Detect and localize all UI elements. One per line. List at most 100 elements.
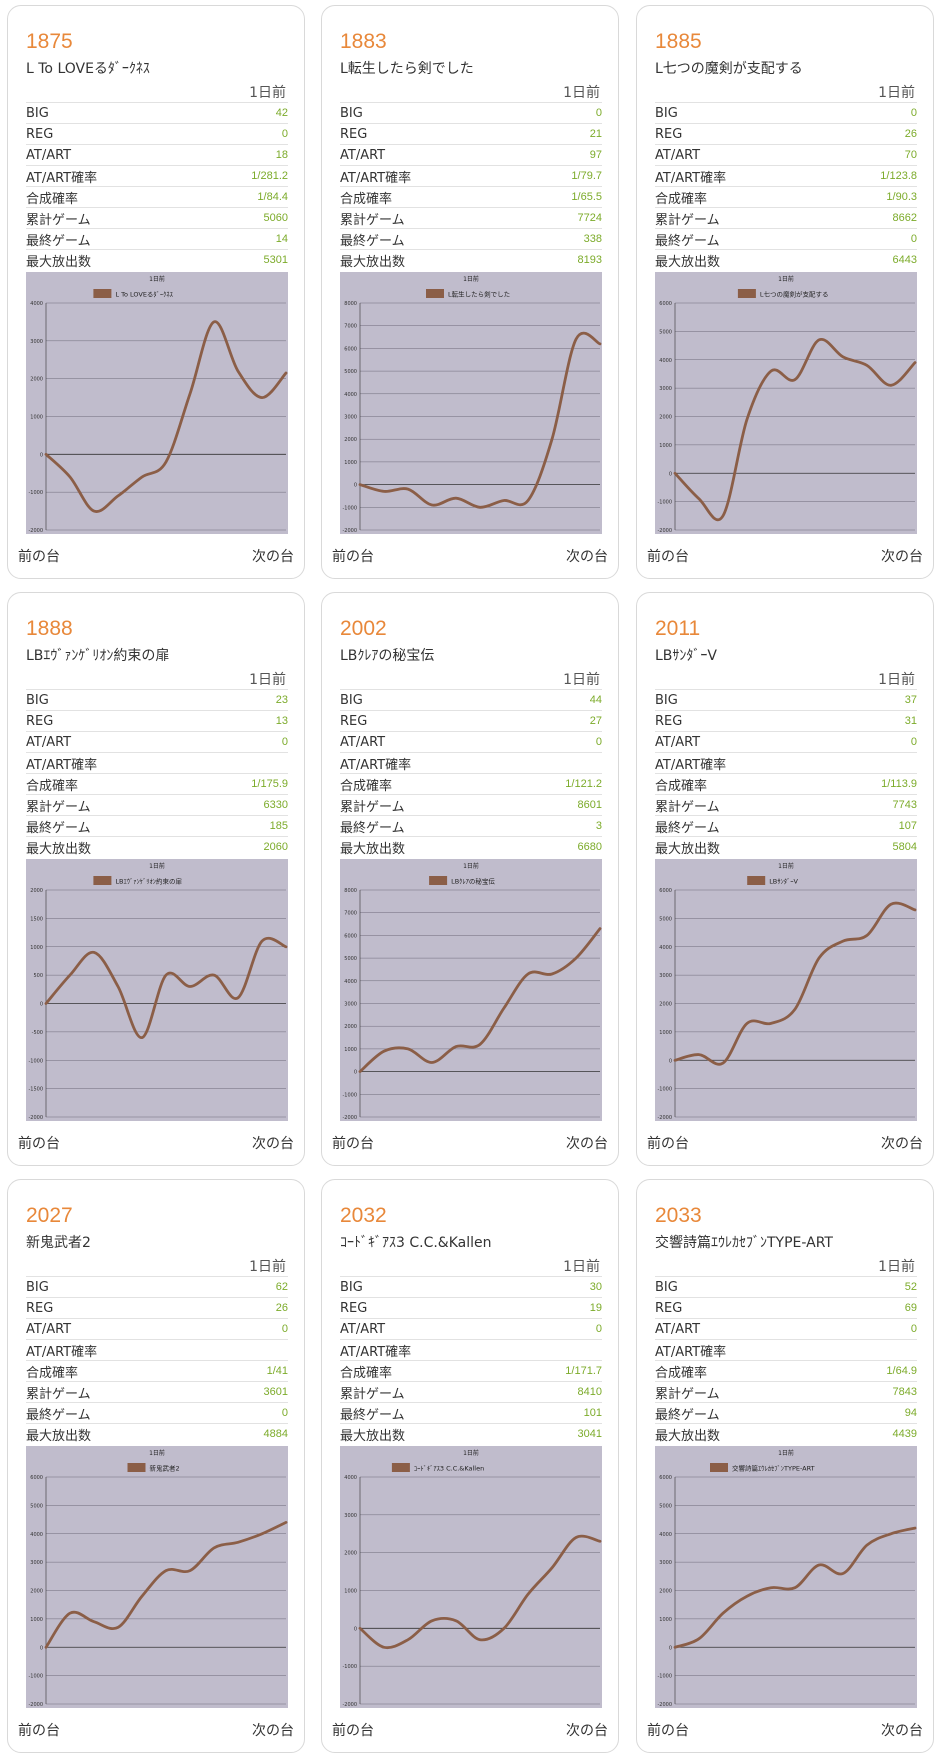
slump-chart: 1日前 新鬼武者2 -2000 -1000 0 1000 2000 3000 4000 5000 6… — [26, 1446, 288, 1708]
stat-value: 8601 — [577, 799, 602, 811]
stat-label: AT/ART — [26, 1321, 72, 1337]
machine-card[interactable]: 2002 LBｸﾚｱの秘宝伝 1日前 BIG 44 REG 27 AT/ART 0 AT/ART確… — [321, 592, 619, 1166]
day-label: 1日前 — [563, 672, 600, 688]
machine-card[interactable]: 2011 LBｻﾝﾀﾞｰV 1日前 BIG 37 REG 31 AT/ART 0 AT/ART確率… — [636, 592, 934, 1166]
next-machine-link[interactable]: 次の台 — [881, 549, 923, 565]
y-tick-label: 5000 — [344, 369, 357, 375]
plot-background — [655, 272, 917, 534]
stat-row: 最大放出数 4884 — [26, 1423, 288, 1444]
stat-label: 最終ゲーム — [26, 233, 91, 249]
machine-card[interactable]: 1883 L転生したら剣でした 1日前 BIG 0 REG 21 AT/ART 97 AT/ART… — [321, 5, 619, 579]
stat-label: 累計ゲーム — [340, 1386, 405, 1402]
machine-number[interactable]: 2027 — [26, 1204, 73, 1227]
machine-number[interactable]: 1888 — [26, 617, 73, 640]
prev-machine-link[interactable]: 前の台 — [18, 1136, 60, 1152]
y-tick-label: 500 — [33, 973, 43, 979]
stat-label: 合成確率 — [655, 191, 708, 207]
stat-row: BIG 42 — [26, 102, 288, 123]
machine-number[interactable]: 2033 — [655, 1204, 702, 1227]
series-line — [44, 320, 288, 513]
y-tick-label: 1000 — [344, 1589, 357, 1595]
machine-name: LBｻﾝﾀﾞｰV — [655, 648, 717, 664]
y-tick-label: 1000 — [30, 415, 43, 421]
y-tick-label: 4000 — [30, 301, 43, 307]
stat-row: 合成確率 1/41 — [26, 1360, 288, 1381]
legend-label: L七つの魔剣が支配する — [760, 290, 829, 299]
stat-value: 3041 — [577, 1428, 602, 1440]
machine-card[interactable]: 2032 ｺｰﾄﾞｷﾞｱｽ3 C.C.&Kallen 1日前 BIG 30 REG 19 AT… — [321, 1179, 619, 1753]
stat-row: 合成確率 1/113.9 — [655, 773, 917, 794]
next-machine-link[interactable]: 次の台 — [566, 549, 608, 565]
next-machine-link[interactable]: 次の台 — [252, 549, 294, 565]
machine-name: L転生したら剣でした — [340, 61, 474, 77]
machine-card[interactable]: 1888 LBｴｳﾞｧﾝｹﾞﾘｵﾝ約束の扉 1日前 BIG 23 REG 13 AT/ART 0… — [7, 592, 305, 1166]
next-machine-link[interactable]: 次の台 — [881, 1136, 923, 1152]
machine-number[interactable]: 2002 — [340, 617, 387, 640]
prev-machine-link[interactable]: 前の台 — [647, 1136, 689, 1152]
machine-number[interactable]: 2032 — [340, 1204, 387, 1227]
chart-title: 1日前 — [463, 1449, 479, 1457]
stat-label: AT/ART確率 — [26, 170, 98, 186]
stat-label: 最大放出数 — [655, 1428, 721, 1444]
y-tick-label: 2000 — [30, 1589, 43, 1595]
stat-row: 累計ゲーム 7724 — [340, 207, 602, 228]
stat-value: 21 — [589, 128, 602, 140]
stat-value: 26 — [904, 128, 917, 140]
stat-label: 合成確率 — [655, 778, 708, 794]
y-tick-label: 3000 — [30, 339, 43, 345]
next-machine-link[interactable]: 次の台 — [252, 1136, 294, 1152]
stat-value: 1/171.7 — [565, 1365, 602, 1377]
stat-value: 6443 — [892, 254, 917, 266]
y-tick-label: -1000 — [28, 490, 43, 496]
machine-number[interactable]: 1885 — [655, 30, 702, 53]
stat-label: AT/ART確率 — [26, 757, 98, 773]
stat-label: BIG — [340, 692, 363, 708]
prev-machine-link[interactable]: 前の台 — [647, 1723, 689, 1739]
y-tick-label: 4000 — [30, 1532, 43, 1538]
next-machine-link[interactable]: 次の台 — [566, 1136, 608, 1152]
stat-label: 累計ゲーム — [26, 799, 91, 815]
stat-row: REG 19 — [340, 1297, 602, 1318]
machine-card[interactable]: 1885 L七つの魔剣が支配する 1日前 BIG 0 REG 26 AT/ART 70 AT/AR… — [636, 5, 934, 579]
stat-row: AT/ART確率 — [340, 752, 602, 773]
stat-label: 最大放出数 — [340, 1428, 406, 1444]
stat-value: 4439 — [892, 1428, 917, 1440]
stats-table: BIG 52 REG 69 AT/ART 0 AT/ART確率 合成確率 1/64.9 累計ゲーム… — [655, 1276, 917, 1444]
stats-table: BIG 37 REG 31 AT/ART 0 AT/ART確率 合成確率 1/113.9 累計ゲー… — [655, 689, 917, 857]
machine-number[interactable]: 1883 — [340, 30, 387, 53]
y-tick-label: 5000 — [659, 916, 672, 922]
stat-row: AT/ART確率 1/281.2 — [26, 165, 288, 186]
stat-row: 累計ゲーム 8410 — [340, 1381, 602, 1402]
stat-value: 8662 — [892, 212, 917, 224]
stat-row: 合成確率 1/175.9 — [26, 773, 288, 794]
next-machine-link[interactable]: 次の台 — [566, 1723, 608, 1739]
y-tick-label: 4000 — [344, 392, 357, 398]
next-machine-link[interactable]: 次の台 — [881, 1723, 923, 1739]
stat-value: 0 — [910, 107, 917, 119]
y-tick-label: -2000 — [657, 528, 672, 534]
prev-machine-link[interactable]: 前の台 — [332, 1723, 374, 1739]
stat-value: 4884 — [263, 1428, 288, 1440]
machine-number[interactable]: 1875 — [26, 30, 73, 53]
stat-value: 338 — [583, 233, 602, 245]
machine-card[interactable]: 1875 L To LOVEるﾀﾞｰｸﾈｽ 1日前 BIG 42 REG 0 AT/ART 18… — [7, 5, 305, 579]
prev-machine-link[interactable]: 前の台 — [18, 549, 60, 565]
prev-machine-link[interactable]: 前の台 — [332, 1136, 374, 1152]
next-machine-link[interactable]: 次の台 — [252, 1723, 294, 1739]
y-tick-label: 2000 — [30, 377, 43, 383]
legend-label: L To LOVEるﾀﾞｰｸﾈｽ — [115, 291, 173, 299]
stat-row: 合成確率 1/84.4 — [26, 186, 288, 207]
machine-card[interactable]: 2027 新鬼武者2 1日前 BIG 62 REG 26 AT/ART 0 AT/ART確率 合成確… — [7, 1179, 305, 1753]
stat-value: 6330 — [263, 799, 288, 811]
prev-machine-link[interactable]: 前の台 — [332, 549, 374, 565]
stat-row: BIG 37 — [655, 689, 917, 710]
y-tick-label: 3000 — [344, 415, 357, 421]
prev-machine-link[interactable]: 前の台 — [647, 549, 689, 565]
slump-chart: 1日前 交響詩篇ｴｳﾚｶｾﾌﾞﾝTYPE-ART -2000 -1000 0 1000 20… — [655, 1446, 917, 1708]
prev-machine-link[interactable]: 前の台 — [18, 1723, 60, 1739]
plot-background — [26, 859, 288, 1121]
y-tick-label: -1000 — [342, 1092, 357, 1098]
machine-number[interactable]: 2011 — [655, 617, 701, 640]
stat-label: BIG — [655, 1279, 678, 1295]
machine-card[interactable]: 2033 交響詩篇ｴｳﾚｶｾﾌﾞﾝTYPE-ART 1日前 BIG 52 REG 69 AT/… — [636, 1179, 934, 1753]
